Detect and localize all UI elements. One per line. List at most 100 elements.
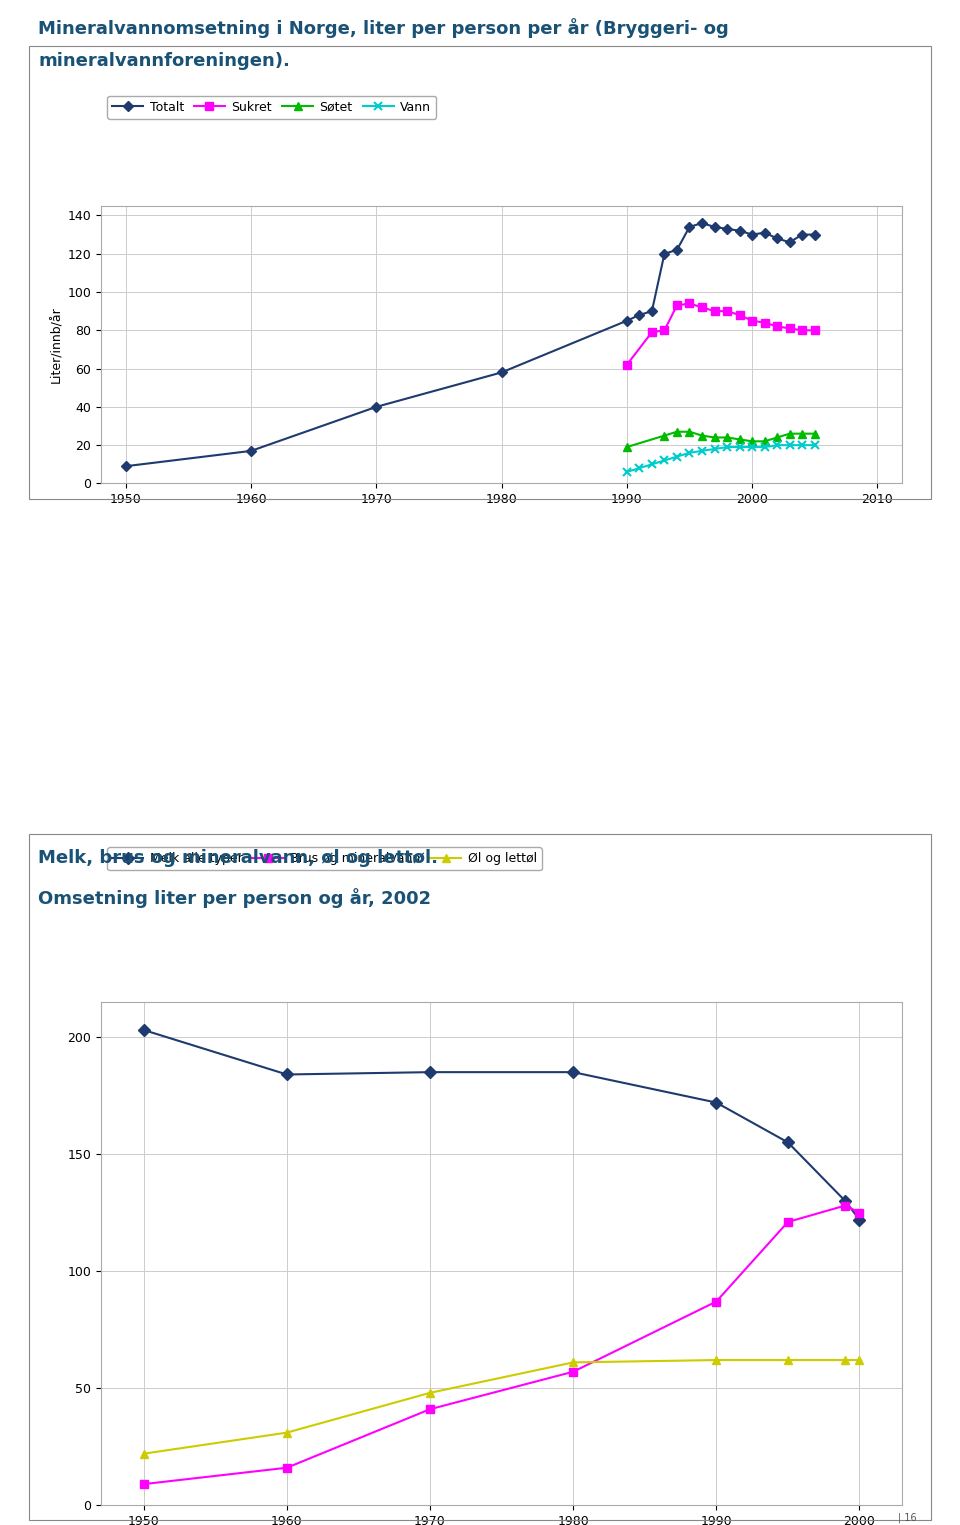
Vann (671, 447, 683, 465)
Totalt (708, 218, 720, 236)
Vann (696, 442, 708, 461)
Søtet (671, 422, 683, 441)
Vann (809, 436, 821, 454)
Brus og mineralvann (281, 1458, 293, 1476)
Søtet (772, 429, 783, 447)
Søtet (684, 422, 695, 441)
Totalt (758, 224, 770, 242)
Line: Søtet: Søtet (623, 427, 819, 451)
Øl og lettøl (424, 1383, 436, 1401)
Søtet (659, 427, 670, 445)
Totalt (246, 442, 257, 461)
Brus og mineralvann (782, 1212, 794, 1231)
Øl og lettøl (710, 1351, 722, 1369)
Melk alle typer (710, 1093, 722, 1112)
Totalt (659, 244, 670, 262)
Melk alle typer (782, 1133, 794, 1151)
Totalt (809, 226, 821, 244)
Text: | 16: | 16 (899, 1513, 917, 1523)
Søtet (708, 429, 720, 447)
Line: Totalt: Totalt (122, 220, 818, 470)
Brus og mineralvann (839, 1197, 851, 1215)
Totalt (784, 233, 796, 252)
Brus og mineralvann (853, 1203, 865, 1222)
Totalt (721, 220, 732, 238)
Melk alle typer (567, 1063, 579, 1081)
Melk alle typer (853, 1211, 865, 1229)
Vann (721, 438, 732, 456)
Brus og mineralvann (424, 1400, 436, 1418)
Totalt (772, 229, 783, 247)
Text: Omsetning liter per person og år, 2002: Omsetning liter per person og år, 2002 (38, 888, 432, 907)
Vann (708, 439, 720, 458)
Line: Brus og mineralvann: Brus og mineralvann (139, 1202, 864, 1488)
Totalt (684, 218, 695, 236)
Sukret (721, 302, 732, 320)
Vann (733, 438, 745, 456)
Totalt (495, 363, 507, 381)
Søtet (758, 432, 770, 450)
Søtet (746, 432, 757, 450)
Øl og lettøl (281, 1423, 293, 1441)
Øl og lettøl (782, 1351, 794, 1369)
Søtet (721, 429, 732, 447)
Sukret (708, 302, 720, 320)
Øl og lettøl (839, 1351, 851, 1369)
Søtet (784, 424, 796, 442)
Sukret (809, 322, 821, 340)
Sukret (797, 322, 808, 340)
Legend: Totalt, Sukret, Søtet, Vann: Totalt, Sukret, Søtet, Vann (108, 96, 436, 119)
Totalt (671, 241, 683, 259)
Totalt (696, 214, 708, 232)
Vann (659, 451, 670, 470)
Brus og mineralvann (567, 1363, 579, 1382)
Melk alle typer (424, 1063, 436, 1081)
Søtet (621, 438, 633, 456)
Sukret (758, 314, 770, 332)
Totalt (646, 302, 658, 320)
Vann (772, 436, 783, 454)
Line: Øl og lettøl: Øl og lettøl (139, 1356, 864, 1458)
Melk alle typer (138, 1020, 150, 1039)
Sukret (659, 322, 670, 340)
Søtet (797, 424, 808, 442)
Totalt (621, 311, 633, 329)
Søtet (696, 427, 708, 445)
Sukret (646, 323, 658, 342)
Vann (758, 438, 770, 456)
Text: Melk, brus og mineralvann, øl og lettøl.: Melk, brus og mineralvann, øl og lettøl. (38, 849, 439, 868)
Sukret (621, 355, 633, 374)
Sukret (746, 311, 757, 329)
Søtet (809, 424, 821, 442)
Legend: Melk alle typer, Brus og mineralvann, Øl og lettøl: Melk alle typer, Brus og mineralvann, Øl… (108, 846, 541, 871)
Totalt (733, 221, 745, 239)
Melk alle typer (281, 1066, 293, 1084)
Line: Sukret: Sukret (623, 299, 819, 369)
Text: Mineralvannomsetning i Norge, liter per person per år (Bryggeri- og: Mineralvannomsetning i Norge, liter per … (38, 18, 730, 38)
Sukret (671, 296, 683, 314)
Vann (746, 438, 757, 456)
Øl og lettøl (567, 1353, 579, 1371)
Sukret (696, 299, 708, 317)
Sukret (733, 307, 745, 325)
Vann (634, 459, 645, 477)
Y-axis label: Liter/innb/år: Liter/innb/år (50, 307, 63, 383)
Vann (797, 436, 808, 454)
Line: Vann: Vann (623, 441, 819, 476)
Sukret (772, 317, 783, 336)
Brus og mineralvann (710, 1292, 722, 1310)
Totalt (634, 307, 645, 325)
Vann (784, 436, 796, 454)
Totalt (120, 458, 132, 476)
Sukret (684, 294, 695, 313)
Brus og mineralvann (138, 1475, 150, 1493)
Text: mineralvannforeningen).: mineralvannforeningen). (38, 52, 290, 70)
Sukret (784, 319, 796, 337)
Line: Melk alle typer: Melk alle typer (139, 1026, 864, 1223)
Vann (646, 454, 658, 473)
Øl og lettøl (138, 1444, 150, 1462)
Melk alle typer (839, 1191, 851, 1209)
Totalt (371, 398, 382, 416)
Øl og lettøl (853, 1351, 865, 1369)
Totalt (797, 226, 808, 244)
